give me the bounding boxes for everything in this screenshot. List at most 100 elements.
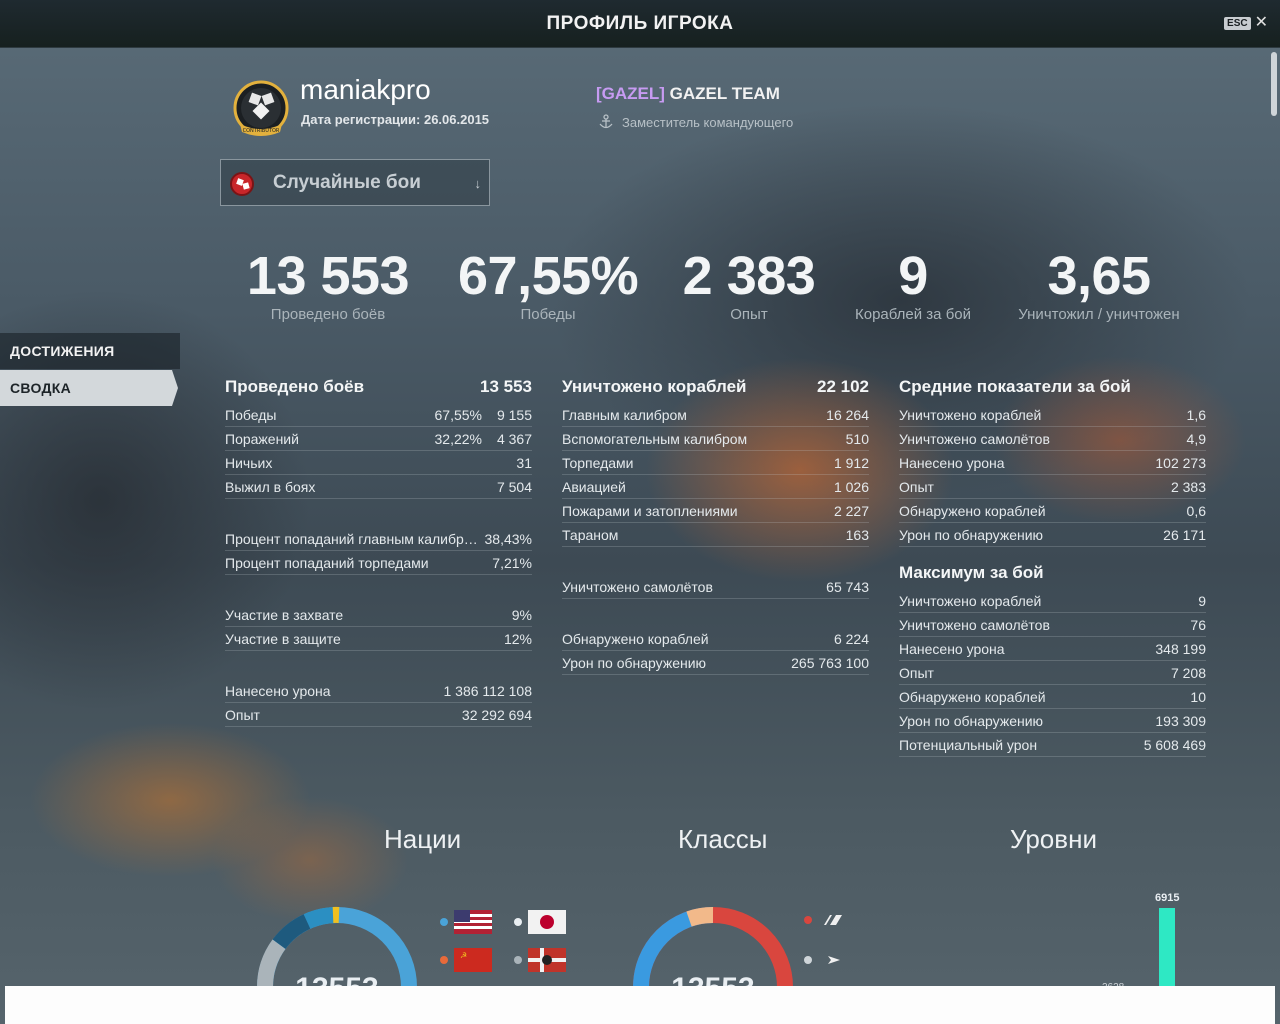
stat-value: 2 383 (1170, 478, 1206, 495)
stat-label: Уничтожено самолётов (899, 616, 1050, 633)
stat-row: Торпедами 1 912 (562, 451, 869, 475)
stat-value: 32 292 694 (461, 706, 532, 723)
player-name: maniakpro (300, 74, 431, 105)
stat-label: Процент попаданий торпедами (225, 554, 429, 571)
usa-flag-icon (454, 910, 492, 934)
stat-value: 7 504 (496, 478, 532, 495)
stat-row: Урон по обнаружению 26 171 (899, 523, 1206, 547)
stat-value: 10 (1190, 688, 1206, 705)
stat-value: 76 (1190, 616, 1206, 633)
scrollbar-thumb[interactable] (1271, 52, 1277, 116)
stat-value: 102 273 (1155, 454, 1206, 471)
stat-value: 193 309 (1155, 712, 1206, 729)
battle-mode-dropdown[interactable]: Случайные бои ↓ (220, 159, 490, 206)
average-header: Средние показатели за бой (899, 373, 1206, 401)
stat-value: 1 026 (833, 478, 869, 495)
section-total: 22 102 (817, 377, 869, 396)
stat-value: 265 763 100 (791, 654, 869, 671)
stat-label: Пожарами и затоплениями (562, 502, 738, 519)
battles-header: Проведено боёв 13 553 (225, 373, 532, 401)
legend-dot (514, 918, 522, 926)
tier-bar-value: 6915 (1155, 892, 1180, 904)
average-column: Средние показатели за бой Уничтожено кор… (899, 373, 1206, 757)
stat-row: Выжил в боях 7 504 (225, 475, 532, 499)
big-stat-value: 13 553 (246, 246, 410, 306)
clan-role-label: Заместитель командующего (622, 114, 794, 130)
random-battles-icon (230, 171, 254, 196)
bottom-bar (5, 986, 1275, 1024)
stat-row: Вспомогательным калибром 510 (562, 427, 869, 451)
side-nav: ДОСТИЖЕНИЯ СВОДКА (0, 333, 190, 406)
stat-label: Обнаружено кораблей (899, 502, 1046, 519)
svg-text:CONTRIBUTOR: CONTRIBUTOR (243, 128, 280, 134)
stat-label: Уничтожено самолётов (562, 578, 713, 595)
stat-label: Уничтожено кораблей (899, 592, 1042, 609)
spacer (225, 651, 532, 679)
anchor-icon (599, 114, 613, 129)
spacer (899, 547, 1206, 559)
stat-row: Нанесено урона 102 273 (899, 451, 1206, 475)
stat-label: Обнаружено кораблей (562, 630, 709, 647)
stat-label: Главным калибром (562, 406, 687, 423)
stat-label: Участие в захвате (225, 606, 344, 623)
legend-dot (440, 918, 448, 926)
stat-row: Урон по обнаружению 193 309 (899, 709, 1206, 733)
spacer (562, 599, 869, 627)
legend-dot (804, 916, 812, 924)
stat-row: Нанесено урона 1 386 112 108 (225, 679, 532, 703)
stat-label: Поражений (225, 430, 299, 447)
svg-text:☭: ☭ (460, 951, 467, 960)
stat-row: Обнаружено кораблей 0,6 (899, 499, 1206, 523)
stat-label: Нанесено урона (899, 640, 1005, 657)
stat-label: Ничьих (225, 454, 273, 471)
stat-label: Процент попаданий главным калибром (225, 530, 479, 547)
stat-label: Победы (225, 406, 277, 423)
stat-value: 9% (511, 606, 532, 623)
stat-label: Уничтожено кораблей (899, 406, 1042, 423)
clan-name[interactable]: [GAZEL] GAZEL TEAM (596, 84, 780, 104)
close-button[interactable]: ESC ✕ (1224, 15, 1268, 31)
stat-row: Опыт 7 208 (899, 661, 1206, 685)
stat-row: Тараном 163 (562, 523, 869, 547)
stat-label: Выжил в боях (225, 478, 316, 495)
stat-value: 1 386 112 108 (443, 682, 533, 699)
stat-row: Победы 67,55% 9 155 (225, 403, 532, 427)
spacer (562, 547, 869, 575)
stat-row: Уничтожено кораблей 1,6 (899, 403, 1206, 427)
esc-key-label: ESC (1224, 16, 1251, 30)
stat-percent: 32,22% (434, 430, 482, 447)
nav-achievements[interactable]: ДОСТИЖЕНИЯ (0, 333, 180, 369)
stat-label: Обнаружено кораблей (899, 688, 1046, 705)
stat-label: Урон по обнаружению (899, 526, 1044, 543)
stat-label: Нанесено урона (899, 454, 1005, 471)
cruiser-class-icon (828, 956, 840, 964)
stat-value: 9 (1198, 592, 1206, 609)
big-stat-value: 3,65 (1047, 246, 1151, 306)
stat-label: Торпедами (562, 454, 634, 471)
spacer (225, 575, 532, 603)
big-stat-label: Победы (520, 306, 576, 323)
contributor-badge-icon: CONTRIBUTOR (233, 80, 289, 136)
stat-label: Опыт (899, 478, 934, 495)
stat-value: 163 (845, 526, 869, 543)
stat-label: Потенциальный урон (899, 736, 1038, 753)
big-stat-battles: 13 553 Проведено боёв (238, 248, 418, 323)
section-title: Уничтожено кораблей (562, 377, 747, 396)
big-stat-winrate: 67,55% Победы (458, 248, 639, 323)
stat-value: 16 264 (826, 406, 869, 423)
stat-row: Уничтожено самолётов 4,9 (899, 427, 1206, 451)
stat-value: 4 367 (496, 430, 532, 447)
stat-value: 6 224 (833, 630, 869, 647)
battle-mode-selected: Случайные бои (273, 171, 421, 193)
stat-label: Опыт (899, 664, 934, 681)
stat-row: Потенциальный урон 5 608 469 (899, 733, 1206, 757)
stat-row: Авиацией 1 026 (562, 475, 869, 499)
stat-row: Поражений 32,22% 4 367 (225, 427, 532, 451)
nav-summary[interactable]: СВОДКА (0, 370, 178, 406)
stat-row: Процент попаданий торпедами 7,21% (225, 551, 532, 575)
stat-value: 348 199 (1155, 640, 1206, 657)
section-title: Средние показатели за бой (899, 377, 1131, 396)
stat-row: Уничтожено самолётов 65 743 (562, 575, 869, 599)
stat-row: Участие в захвате 9% (225, 603, 532, 627)
section-total: 13 553 (480, 377, 532, 396)
